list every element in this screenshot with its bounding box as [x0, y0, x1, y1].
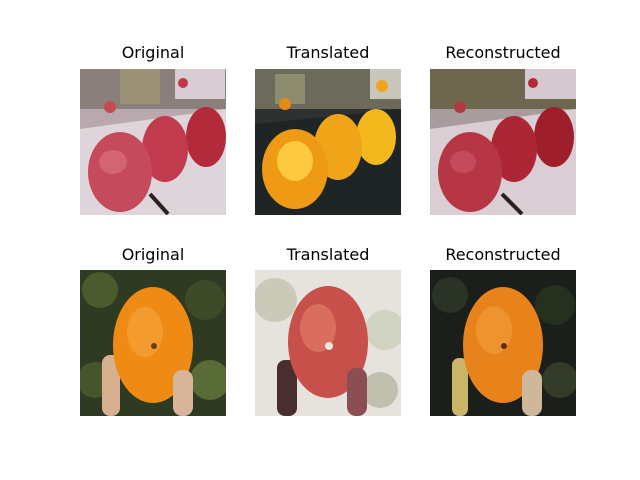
panel-title-translated-2: Translated — [286, 245, 370, 264]
image-reconstructed-orange — [430, 270, 576, 416]
panel-title-reconstructed-2: Reconstructed — [445, 245, 561, 264]
image-original-apples — [80, 69, 226, 215]
image-reconstructed-apples — [430, 69, 576, 215]
panel-title-reconstructed-1: Reconstructed — [445, 43, 561, 62]
image-translated-orange — [255, 270, 401, 416]
panel-title-original-2: Original — [121, 245, 185, 264]
image-original-orange — [80, 270, 226, 416]
panel-title-translated-1: Translated — [286, 43, 370, 62]
panel-title-original-1: Original — [121, 43, 185, 62]
image-translated-apples — [255, 69, 401, 215]
